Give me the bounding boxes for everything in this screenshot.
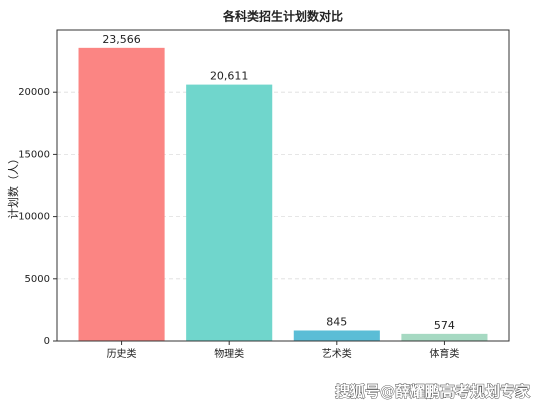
plot-frame [56,29,510,342]
chart-title: 各科类招生计划数对比 [222,9,343,24]
y-tick-label: 0 [44,336,50,347]
value-label: 23,566 [102,33,141,46]
value-label: 574 [434,319,455,332]
x-tick-label: 艺术类 [322,347,352,360]
watermark: 搜狐号@薛耀鹏高考规划专家 [335,383,530,401]
y-tick-label: 20000 [18,87,50,98]
bar [401,333,488,341]
value-label: 20,611 [210,70,249,83]
y-tick-label: 10000 [18,212,50,223]
x-tick-label: 历史类 [107,347,137,360]
y-axis-label: 计划数（人） [7,153,20,219]
value-label: 845 [326,315,347,328]
bar [78,47,165,341]
x-tick-label: 物理类 [214,347,244,360]
y-tick-label: 5000 [25,274,50,285]
x-tick-label: 体育类 [429,347,459,360]
bar [293,330,380,341]
y-tick-label: 15000 [18,149,50,160]
bar [186,84,273,342]
